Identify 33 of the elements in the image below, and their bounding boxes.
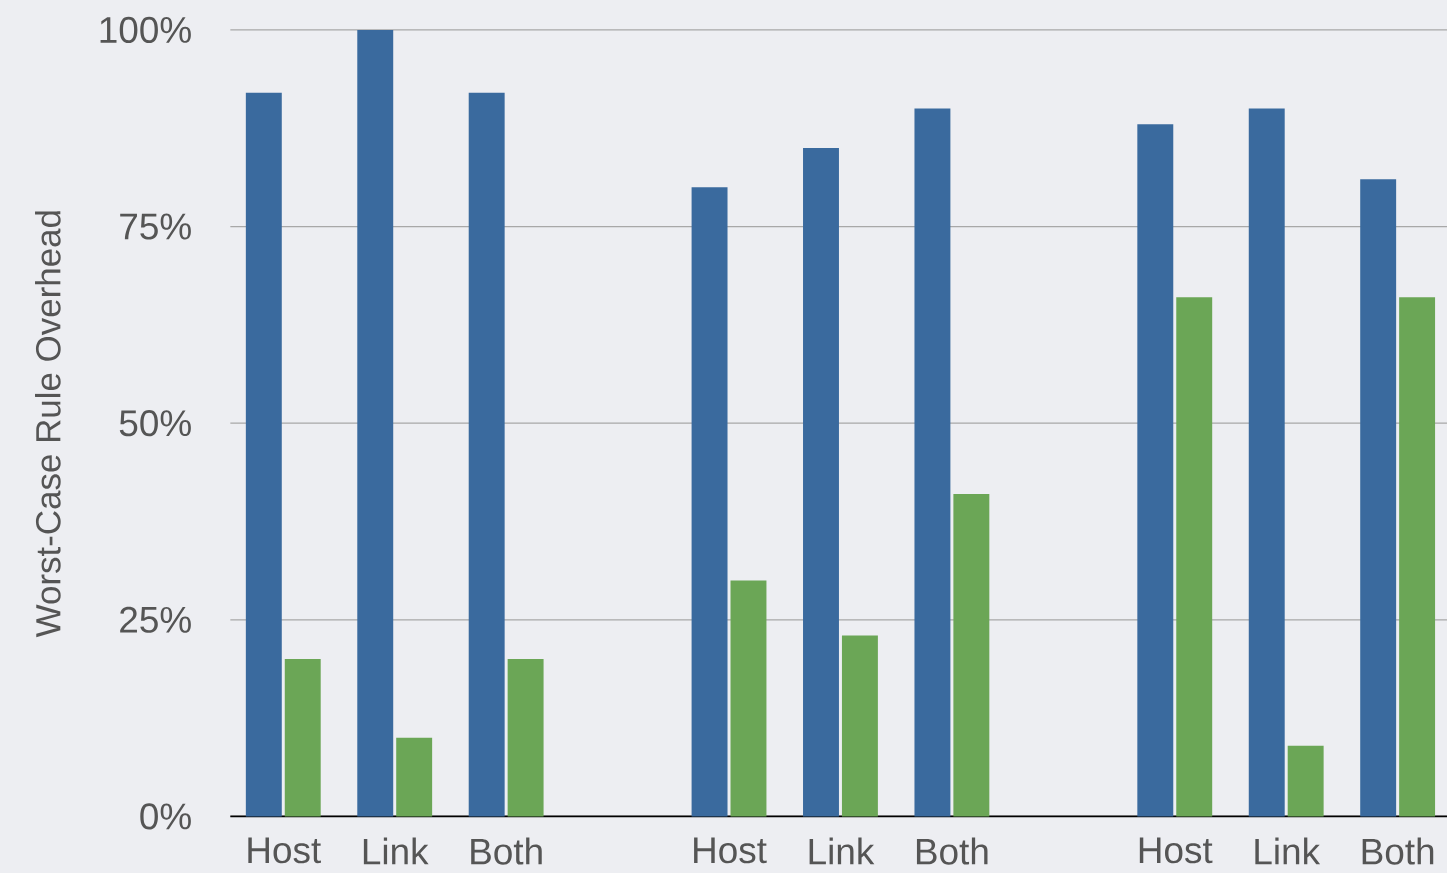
- bar: [507, 658, 544, 817]
- y-tick-label: 100%: [100, 16, 191, 43]
- x-tick-label: Both: [471, 837, 542, 865]
- x-tick-label: Host: [1139, 837, 1213, 864]
- bar: [245, 92, 282, 817]
- bar: [953, 493, 990, 817]
- y-tick-label: 25%: [120, 606, 191, 633]
- bar: [730, 580, 767, 817]
- x-tick-label: Link: [809, 837, 875, 865]
- bar: [914, 108, 951, 817]
- bar: [1399, 297, 1436, 817]
- bar: [468, 92, 505, 817]
- bar: [803, 147, 839, 817]
- y-tick-label: 75%: [120, 213, 191, 240]
- x-tick-label: Link: [363, 837, 429, 865]
- x-tick-label: Both: [916, 837, 988, 865]
- bar: [396, 737, 433, 817]
- bar: [357, 29, 394, 817]
- bar: [841, 635, 878, 817]
- y-tick-label: 50%: [119, 409, 191, 437]
- x-tick-label: Host: [694, 837, 767, 864]
- x-tick-label: Link: [1255, 837, 1321, 865]
- bar: [1137, 124, 1174, 817]
- bar: [1287, 745, 1324, 817]
- bar: [1248, 108, 1285, 817]
- y-tick-label: 0%: [140, 803, 191, 830]
- bar: [691, 187, 728, 817]
- bar: [1360, 179, 1397, 817]
- x-tick-label: Both: [1362, 837, 1434, 865]
- y-axis-title: Worst-Case Rule Overhead: [35, 211, 61, 638]
- bar: [1176, 297, 1213, 817]
- bar: [284, 658, 321, 817]
- x-tick-label: Host: [248, 837, 321, 864]
